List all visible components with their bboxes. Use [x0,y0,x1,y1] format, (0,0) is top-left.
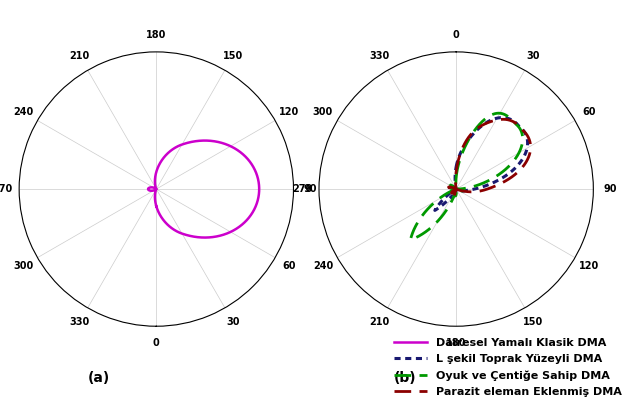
Legend: Dairesel Yamalı Klasik DMA, L şekil Toprak Yüzeyli DMA, Oyuk ve Çentiğe Sahip DM: Dairesel Yamalı Klasik DMA, L şekil Topr… [389,334,626,401]
Text: (a): (a) [88,371,110,385]
Text: (b): (b) [394,371,417,385]
